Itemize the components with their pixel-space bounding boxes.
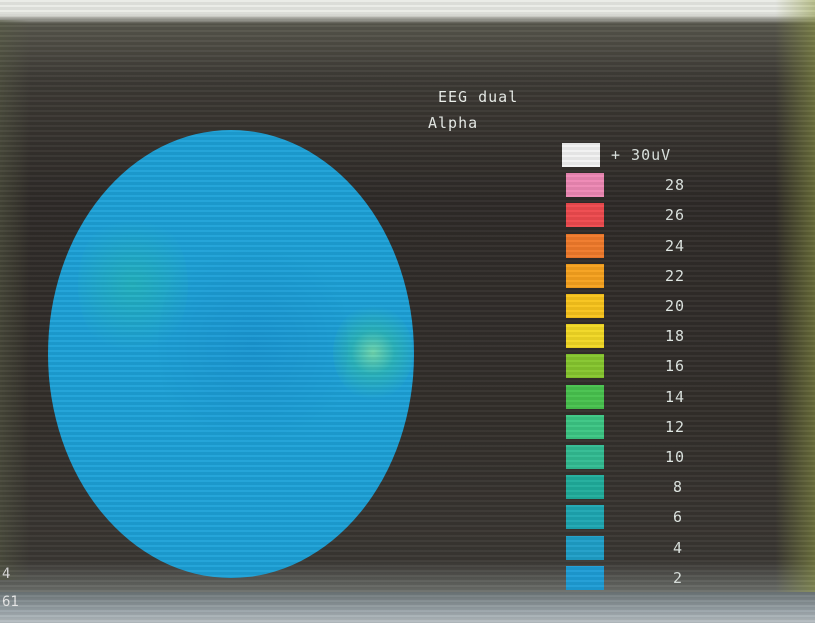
scale-swatch — [566, 475, 604, 500]
scale-swatch — [566, 203, 604, 228]
map-tint-right-spot — [333, 305, 413, 400]
scale-label: 20 — [665, 297, 686, 315]
scale-label: 16 — [665, 357, 686, 376]
scale-label: 6 — [673, 508, 684, 527]
scale-label: 12 — [665, 417, 686, 436]
map-shade-center — [158, 220, 348, 470]
scale-swatch — [566, 505, 604, 530]
scale-swatch — [562, 143, 600, 167]
scale-label: 26 — [665, 206, 686, 225]
corner-label-bottom: 61 — [2, 594, 19, 610]
scale-label: 4 — [673, 538, 684, 557]
scale-swatch — [566, 565, 604, 590]
scale-swatch — [566, 354, 604, 379]
bottom-strip — [0, 592, 815, 623]
left-edge-glow — [0, 20, 30, 580]
scale-label: 22 — [665, 266, 686, 285]
scale-label: 8 — [673, 478, 684, 497]
scale-label: 24 — [665, 236, 686, 255]
right-edge-glow — [775, 0, 815, 623]
scale-swatch — [566, 414, 604, 439]
scale-label: 2 — [673, 568, 684, 587]
corner-label-top: 4 — [2, 566, 11, 582]
scale-label: + 30uV — [611, 146, 672, 164]
scale-label: 14 — [665, 387, 686, 406]
scale-swatch — [566, 445, 604, 469]
scale-label: 18 — [665, 327, 686, 346]
scale-label: 28 — [665, 176, 686, 195]
title-line-2: Alpha — [428, 114, 479, 132]
scale-swatch — [566, 384, 604, 409]
scale-swatch — [566, 263, 604, 288]
scale-swatch — [566, 535, 604, 560]
scalp-topography-map — [48, 130, 414, 578]
scale-label: 10 — [665, 448, 686, 466]
scale-swatch — [566, 233, 604, 258]
scale-swatch — [566, 294, 604, 318]
scale-swatch — [566, 173, 604, 198]
scale-swatch — [566, 324, 604, 349]
map-tint-left — [78, 210, 188, 360]
title-line-1: EEG dual — [438, 88, 519, 106]
